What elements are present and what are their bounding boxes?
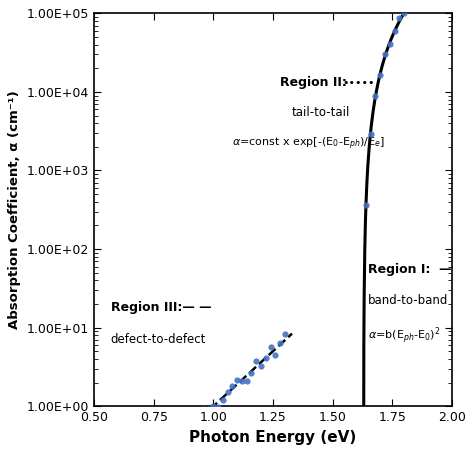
Point — [267, 344, 274, 351]
Text: $\alpha$=const x exp[-(E$_0$-E$_{ph}$)/E$_e$]: $\alpha$=const x exp[-(E$_0$-E$_{ph}$)/E… — [232, 135, 385, 152]
Point — [200, 405, 208, 412]
Point — [272, 352, 279, 359]
Point — [195, 412, 203, 419]
Point — [405, 0, 412, 3]
Point — [238, 377, 246, 385]
Point — [243, 377, 250, 385]
Text: Region III:— —: Region III:— — — [111, 301, 211, 314]
Point — [210, 402, 217, 409]
Point — [400, 10, 408, 17]
Point — [362, 201, 370, 208]
Point — [386, 40, 393, 48]
Text: Region I:  —: Region I: — — [368, 263, 452, 276]
Text: Region II:: Region II: — [280, 77, 347, 89]
Point — [214, 404, 222, 411]
Point — [412, 0, 420, 3]
Text: $\alpha$=b(E$_{ph}$-E$_0$)$^2$: $\alpha$=b(E$_{ph}$-E$_0$)$^2$ — [368, 325, 441, 346]
Point — [281, 330, 289, 337]
Point — [376, 71, 384, 78]
Point — [219, 396, 227, 404]
Point — [395, 14, 403, 22]
Text: band-to-band: band-to-band — [368, 294, 449, 307]
Text: •••••: ••••• — [342, 78, 374, 88]
Text: tail-to-tail: tail-to-tail — [292, 106, 350, 119]
X-axis label: Photon Energy (eV): Photon Energy (eV) — [189, 429, 356, 445]
Text: defect-to-defect: defect-to-defect — [111, 333, 206, 347]
Point — [224, 389, 231, 396]
Point — [381, 50, 389, 57]
Point — [367, 130, 374, 137]
Point — [186, 420, 193, 428]
Point — [262, 354, 270, 361]
Point — [233, 376, 241, 383]
Point — [253, 357, 260, 365]
Point — [228, 382, 236, 389]
Point — [257, 362, 265, 369]
Point — [276, 339, 284, 346]
Point — [191, 420, 198, 428]
Point — [391, 28, 398, 35]
Point — [372, 93, 379, 100]
Y-axis label: Absorption Coefficient, α (cm⁻¹): Absorption Coefficient, α (cm⁻¹) — [9, 91, 21, 329]
Point — [179, 437, 186, 444]
Point — [248, 370, 255, 377]
Point — [205, 406, 212, 413]
